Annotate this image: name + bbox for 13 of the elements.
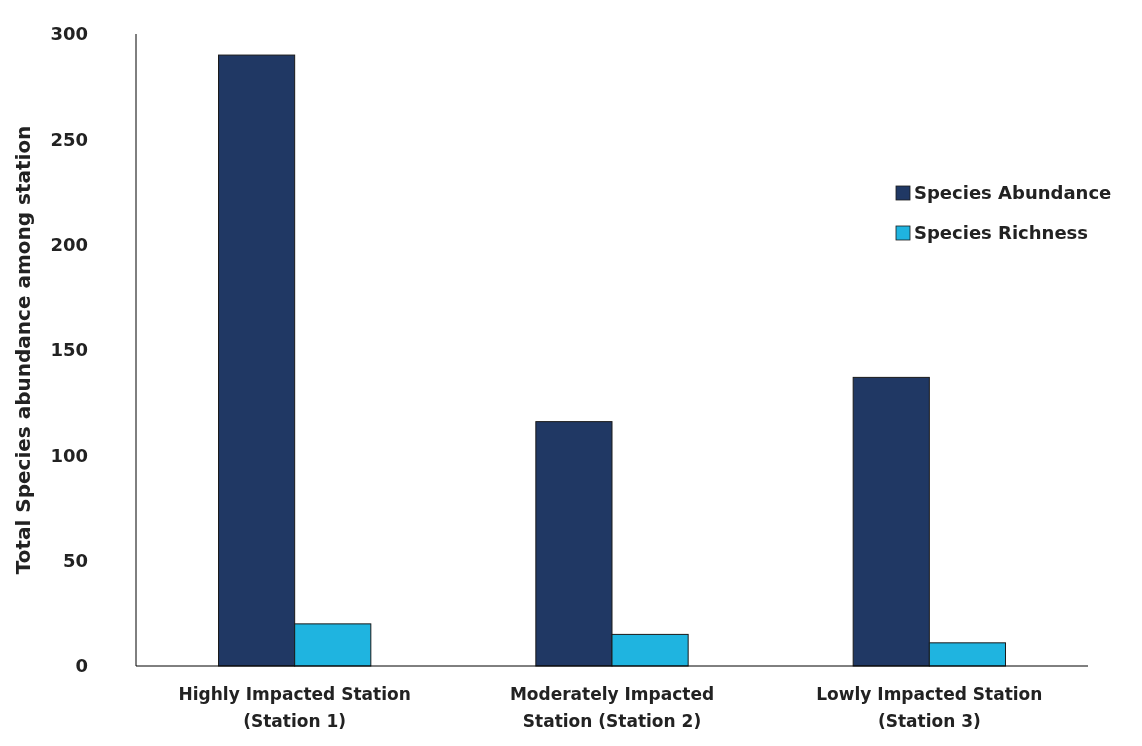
y-tick-label: 200: [50, 233, 88, 255]
y-axis-title: Total Species abundance among station: [11, 125, 35, 575]
y-tick-label: 250: [50, 128, 88, 150]
x-tick-label: Highly Impacted Station (Station 1): [178, 684, 411, 731]
x-tick-label: Moderately Impacted Station (Station 2): [509, 684, 715, 731]
legend-label: Species Richness: [914, 222, 1089, 244]
y-tick-label: 100: [50, 444, 88, 466]
y-tick-label: 300: [50, 23, 88, 45]
x-tick-label: Lowly Impacted Station (Station 3): [816, 684, 1043, 731]
y-tick-label: 0: [75, 655, 88, 677]
legend-label: Species Abundance: [914, 182, 1112, 204]
y-tick-label: 150: [50, 339, 88, 361]
y-tick-label: 50: [62, 549, 88, 571]
